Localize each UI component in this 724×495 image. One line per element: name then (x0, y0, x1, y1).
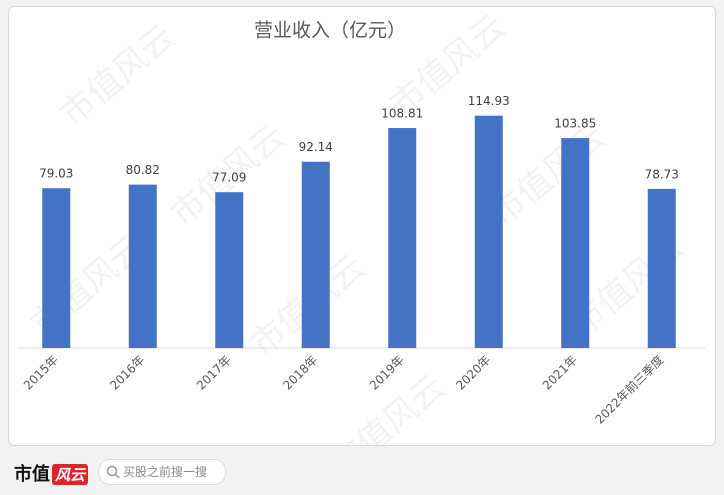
x-tick-label: 2021年 (540, 353, 580, 393)
logo-badge: 风云 (52, 464, 89, 485)
data-label: 80.82 (126, 163, 160, 177)
x-tick-label: 2016年 (107, 353, 147, 393)
x-tick-label: 2015年 (21, 353, 61, 393)
bar (474, 115, 503, 348)
data-label: 78.73 (645, 167, 679, 181)
watermark: 市值风云 (53, 17, 183, 135)
bar (561, 138, 590, 348)
data-label: 77.09 (212, 171, 246, 185)
bar (388, 128, 417, 348)
x-tick-label: 2022年前三季度 (592, 352, 667, 427)
x-tick-label: 2019年 (367, 353, 407, 393)
logo: 市值 风云 (14, 460, 89, 486)
bar (647, 188, 676, 348)
bar (42, 188, 71, 348)
bar (301, 161, 330, 348)
bar (215, 192, 244, 348)
x-tick-label: 2020年 (453, 353, 493, 393)
logo-text: 市值 (14, 464, 50, 485)
x-tick-label: 2017年 (194, 353, 234, 393)
data-label: 108.81 (381, 107, 423, 121)
search-placeholder: 买股之前搜一搜 (123, 465, 208, 479)
chart-card: 营业收入（亿元） 市值风云市值风云市值风云市值风云市值风云市值风云市值风云市值风… (8, 6, 716, 485)
data-label: 92.14 (299, 140, 333, 154)
search-box[interactable]: 买股之前搜一搜 (98, 459, 226, 485)
data-label: 114.93 (468, 94, 510, 108)
data-label: 103.85 (554, 117, 596, 131)
bar (128, 184, 157, 348)
chart: 营业收入（亿元） 市值风云市值风云市值风云市值风云市值风云市值风云市值风云市值风… (17, 7, 705, 485)
search-icon (106, 465, 120, 479)
data-label: 79.03 (39, 167, 73, 181)
x-tick-label: 2018年 (280, 353, 320, 393)
chart-title: 营业收入（亿元） (254, 20, 406, 42)
footer: 市值 风云 买股之前搜一搜 (0, 450, 724, 495)
